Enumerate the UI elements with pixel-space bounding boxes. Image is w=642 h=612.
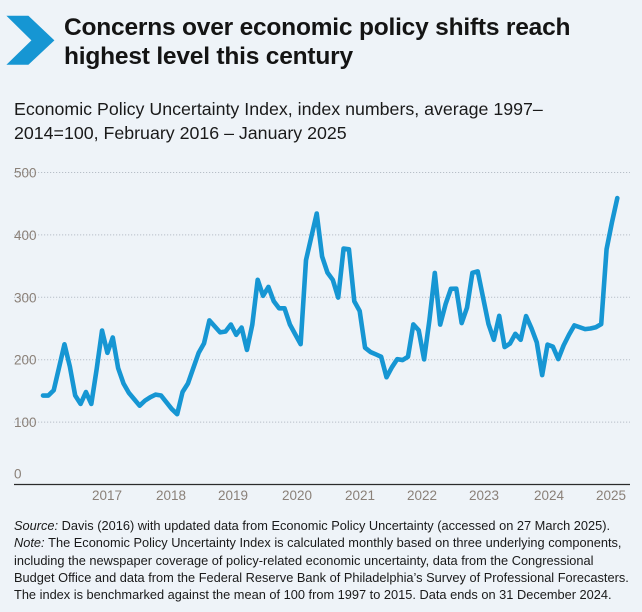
svg-text:0: 0 xyxy=(14,467,22,482)
svg-text:2022: 2022 xyxy=(407,488,437,503)
svg-text:2018: 2018 xyxy=(156,488,186,503)
svg-text:2024: 2024 xyxy=(534,488,565,503)
svg-text:200: 200 xyxy=(14,353,37,368)
svg-text:2020: 2020 xyxy=(282,488,312,503)
svg-text:2021: 2021 xyxy=(345,488,375,503)
svg-text:500: 500 xyxy=(14,166,37,181)
svg-text:2025: 2025 xyxy=(596,488,626,503)
svg-text:2017: 2017 xyxy=(92,488,122,503)
svg-text:300: 300 xyxy=(14,290,37,305)
svg-text:2023: 2023 xyxy=(469,488,499,503)
svg-text:400: 400 xyxy=(14,228,37,243)
svg-text:100: 100 xyxy=(14,415,37,430)
svg-text:2019: 2019 xyxy=(218,488,248,503)
